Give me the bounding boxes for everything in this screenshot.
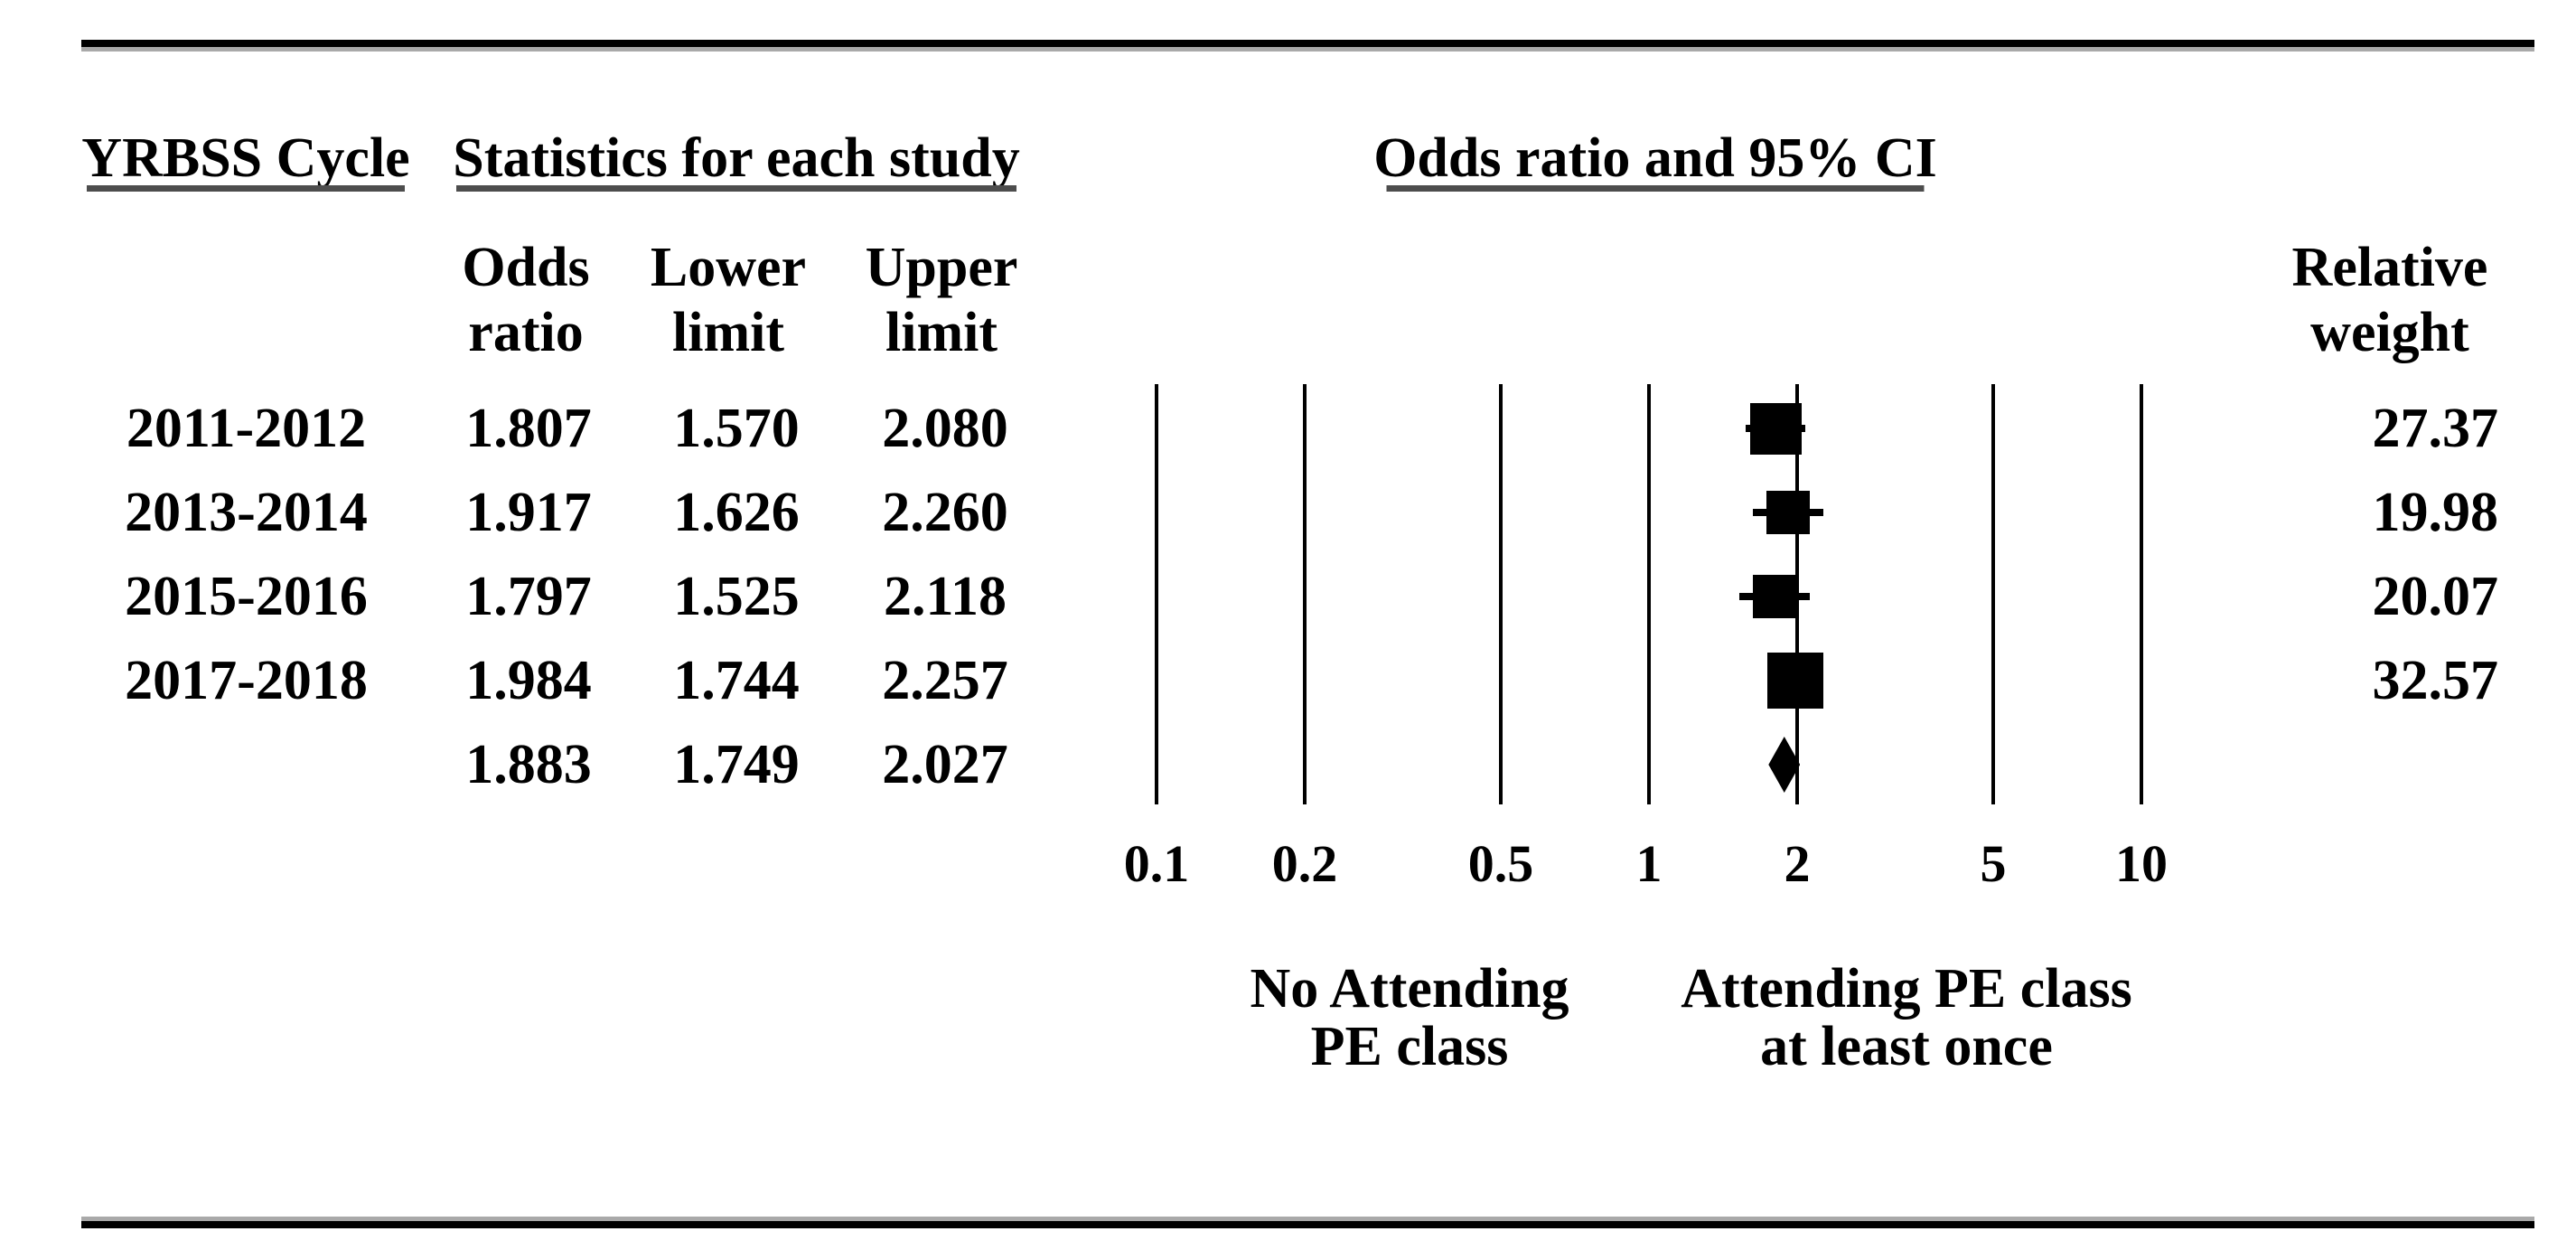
header-underline [87, 185, 405, 192]
odds-ratio-column-header-line1: Odds [462, 237, 590, 298]
upper-limit-column-header: Upper limit [866, 235, 1018, 365]
or-square [1767, 653, 1824, 709]
cycle-cell: 2015-2016 [125, 566, 368, 627]
table-row: 2011-2012 1.807 1.570 2.080 27.37 [0, 400, 2576, 456]
relative-weight-cell: 32.57 [2372, 650, 2499, 711]
axis-label-left-line2: PE class [1310, 1016, 1509, 1077]
x-axis-tick-label: 1 [1635, 834, 1663, 893]
table-row: 2013-2014 1.917 1.626 2.260 19.98 [0, 484, 2576, 540]
or-square [1749, 402, 1802, 455]
axis-label-right-line2: at least once [1760, 1016, 2053, 1077]
stats-group-header: Statistics for each study [453, 127, 1020, 189]
x-axis-tick-label: 2 [1784, 834, 1811, 893]
upper-limit-cell: 2.260 [882, 482, 1008, 543]
relative-weight-cell: 27.37 [2372, 398, 2499, 459]
lower-limit-cell: 1.525 [673, 566, 800, 627]
top-rule [81, 40, 2534, 47]
relative-weight-column-header-line2: weight [2310, 302, 2469, 363]
header-underline [1386, 185, 1925, 192]
relative-weight-column-header-line1: Relative [2291, 237, 2488, 298]
cycle-cell: 2017-2018 [125, 650, 368, 711]
lower-limit-cell: 1.570 [673, 398, 800, 459]
axis-label-left: No Attending PE class [1250, 960, 1569, 1076]
bottom-rule-shadow [81, 1217, 2534, 1221]
table-row: 2017-2018 1.984 1.744 2.257 32.57 [0, 653, 2576, 709]
x-axis-tick-label: 0.5 [1467, 834, 1534, 893]
odds-ratio-cell: 1.984 [465, 650, 592, 711]
gridline [1155, 384, 1158, 804]
cycle-cell: 2013-2014 [125, 482, 368, 543]
upper-limit-cell: 2.080 [882, 398, 1008, 459]
odds-ratio-cell: 1.807 [465, 398, 592, 459]
lower-limit-cell: 1.626 [673, 482, 800, 543]
gridline [1647, 384, 1651, 804]
gridline [2140, 384, 2143, 804]
x-axis-tick-label: 0.2 [1271, 834, 1338, 893]
x-axis-tick-label: 0.1 [1123, 834, 1190, 893]
gridline [1303, 384, 1307, 804]
upper-limit-cell: 2.118 [883, 566, 1007, 627]
upper-limit-cell: 2.027 [882, 734, 1008, 795]
axis-label-left-line1: No Attending [1250, 958, 1569, 1020]
lower-limit-column-header-line2: limit [672, 302, 784, 363]
top-rule-shadow [81, 47, 2534, 52]
gridline [1991, 384, 1995, 804]
relative-weight-cell: 20.07 [2372, 566, 2499, 627]
or-square [1752, 575, 1796, 618]
upper-limit-column-header-line1: Upper [865, 237, 1018, 298]
odds-ratio-cell: 1.917 [465, 482, 592, 543]
bottom-rule [81, 1221, 2534, 1228]
lower-limit-cell: 1.749 [673, 734, 800, 795]
relative-weight-column-header: Relative weight [2292, 235, 2488, 365]
forest-plot [1155, 384, 2143, 804]
lower-limit-column-header: Lower limit [651, 235, 806, 365]
lower-limit-cell: 1.744 [673, 650, 800, 711]
table-row-pooled: 1.883 1.749 2.027 [0, 737, 2576, 793]
odds-ratio-column-header: Odds ratio [462, 235, 589, 365]
x-axis-tick-label: 10 [2115, 834, 2168, 893]
upper-limit-cell: 2.257 [882, 650, 1008, 711]
or-square [1766, 491, 1811, 534]
ci-group-header: Odds ratio and 95% CI [1373, 127, 1937, 189]
upper-limit-column-header-line2: limit [885, 302, 998, 363]
header-underline [456, 185, 1016, 192]
relative-weight-cell: 19.98 [2372, 482, 2499, 543]
cycle-cell: 2011-2012 [126, 398, 367, 459]
odds-ratio-cell: 1.797 [465, 566, 592, 627]
lower-limit-column-header-line1: Lower [650, 237, 807, 298]
x-axis-tick-label: 5 [1980, 834, 2007, 893]
table-row: 2015-2016 1.797 1.525 2.118 20.07 [0, 569, 2576, 625]
axis-label-right-line1: Attending PE class [1681, 958, 2132, 1020]
axis-label-right: Attending PE class at least once [1681, 960, 2131, 1076]
odds-ratio-column-header-line2: ratio [468, 302, 584, 363]
cycle-group-header: YRBSS Cycle [81, 127, 410, 189]
gridline [1498, 384, 1503, 804]
odds-ratio-cell: 1.883 [465, 734, 592, 795]
x-axis: 0.1 0.2 0.5 1 2 5 10 [1124, 834, 2168, 893]
